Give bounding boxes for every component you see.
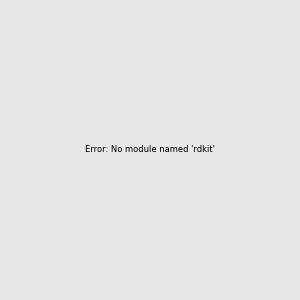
Text: Error: No module named 'rdkit': Error: No module named 'rdkit' [85, 146, 215, 154]
